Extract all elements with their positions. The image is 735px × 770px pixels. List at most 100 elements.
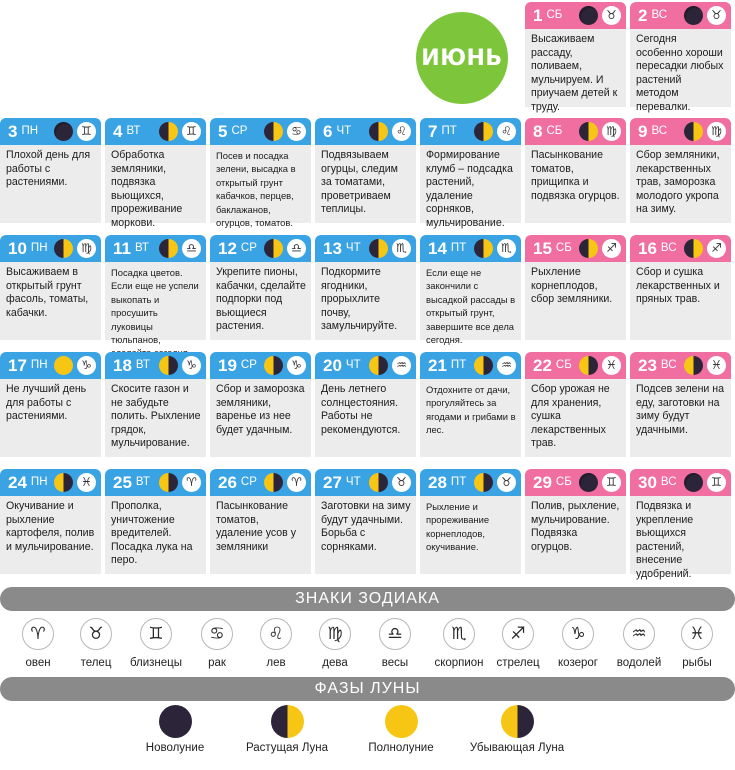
day-card: 20 ЧТ ♒ День летнего солнцестояния. Работы … — [315, 352, 416, 457]
zodiac-legend-item: ♐ стрелец — [483, 618, 553, 669]
zodiac-legend-item: ♏ скорпион — [424, 618, 494, 669]
zodiac-pisces-icon: ♓ — [707, 356, 726, 375]
day-note: Отдохните от дачи, прогуляйтесь за ягода… — [420, 379, 521, 457]
day-number: 7 — [428, 122, 438, 141]
day-number: 2 — [638, 6, 648, 25]
day-header: 20 ЧТ ♒ — [315, 352, 416, 379]
moon-phase-label: Убывающая Луна — [469, 742, 565, 754]
day-note: Плохой день для работы с растениями. — [0, 145, 101, 223]
day-note: Обработка земляники, подвязка вьющихся, … — [105, 145, 206, 229]
day-card: 4 ВТ ♊ Обработка земляники, подвязка вьющих… — [105, 118, 206, 229]
day-header: 18 ВТ ♑ — [105, 352, 206, 379]
day-card: 24 ПН ♓ Окучивание и рыхление картофеля, по… — [0, 469, 101, 574]
moon-phase-new-icon — [684, 473, 703, 492]
zodiac-label: весы — [381, 657, 409, 669]
moon-phase-full-icon — [54, 356, 73, 375]
day-card: 23 ВС ♓ Подсев зелени на еду, заготовки на … — [630, 352, 731, 457]
moon-phase-label: Растущая Луна — [245, 742, 329, 754]
moon-phase-waxing-icon — [684, 122, 703, 141]
day-number: 30 — [638, 473, 657, 492]
day-of-week: ЧТ — [345, 475, 361, 488]
day-note: Сегодня особенно хороши пересадки любых … — [630, 29, 731, 113]
day-of-week: СБ — [555, 358, 572, 371]
zodiac-legend-item: ♑ козерог — [543, 618, 613, 669]
zodiac-label: дева — [322, 657, 348, 669]
day-number: 21 — [428, 356, 447, 375]
day-header: 14 ПТ ♏ — [420, 235, 521, 262]
zodiac-capricorn-icon: ♑ — [287, 356, 306, 375]
day-number: 25 — [113, 473, 132, 492]
zodiac-label: рыбы — [682, 657, 712, 669]
day-card: 18 ВТ ♑ Скосите газон и не забудьте полить.… — [105, 352, 206, 457]
zodiac-leo-icon: ♌ — [497, 122, 516, 141]
zodiac-legend-item: ♌ лев — [241, 618, 311, 669]
day-number: 11 — [113, 239, 131, 258]
day-note: Не лучший день для работы с растениями. — [0, 379, 101, 457]
day-header: 28 ПТ ♉ — [420, 469, 521, 496]
day-number: 13 — [323, 239, 342, 258]
moon-phase-waning-icon — [369, 473, 388, 492]
day-card: 17 ПН ♑ Не лучший день для работы с растени… — [0, 352, 101, 457]
day-header: 3 ПН ♊ — [0, 118, 101, 145]
zodiac-virgo-icon: ♍ — [319, 618, 351, 650]
zodiac-leo-icon: ♌ — [260, 618, 292, 650]
zodiac-libra-icon: ♎ — [379, 618, 411, 650]
day-header: 17 ПН ♑ — [0, 352, 101, 379]
day-header: 25 ВТ ♈ — [105, 469, 206, 496]
zodiac-label: лев — [266, 657, 286, 669]
day-of-week: ВС — [651, 124, 668, 137]
day-header: 6 ЧТ ♌ — [315, 118, 416, 145]
day-card: 5 СР ♋ Посев и посадка зелени, высадка в от… — [210, 118, 311, 228]
day-note: Подвязка и укрепление вьющихся растений,… — [630, 496, 731, 580]
moon-phase-waxing-icon — [159, 122, 178, 141]
zodiac-aries-icon: ♈ — [287, 473, 306, 492]
day-header: 9 ВС ♍ — [630, 118, 731, 145]
day-number: 10 — [8, 239, 27, 258]
moon-phase-new-icon — [579, 6, 598, 25]
zodiac-capricorn-icon: ♑ — [77, 356, 96, 375]
day-of-week: ВТ — [135, 475, 150, 488]
day-note: День летнего солнцестояния. Работы не ре… — [315, 379, 416, 457]
moon-phase-new-icon — [684, 6, 703, 25]
day-of-week: ВС — [651, 8, 668, 21]
moon-phase-waxing-icon — [474, 122, 493, 141]
zodiac-label: близнецы — [129, 657, 183, 669]
day-note: Сбор урожая не для хранения, сушка лекар… — [525, 379, 626, 457]
moon-phase-waning-icon — [264, 356, 283, 375]
day-header: 10 ПН ♍ — [0, 235, 101, 262]
day-number: 1 — [533, 6, 543, 25]
day-header: 19 СР ♑ — [210, 352, 311, 379]
day-card: 12 СР ♎ Укрепите пионы, кабачки, сделайте п… — [210, 235, 311, 340]
day-number: 4 — [113, 122, 123, 141]
zodiac-gemini-icon: ♊ — [707, 473, 726, 492]
day-of-week: ПН — [30, 358, 48, 371]
day-note: Сбор и сушка лекарственных и пряных трав… — [630, 262, 731, 340]
zodiac-legend-item: ♎ весы — [360, 618, 430, 669]
day-of-week: ЧТ — [336, 124, 352, 137]
day-card: 10 ПН ♍ Высаживаем в открытый грунт фасоль,… — [0, 235, 101, 340]
day-number: 6 — [323, 122, 333, 141]
moon-phase-label: Новолуние — [145, 742, 205, 754]
moon-phase-waxing-icon — [684, 239, 703, 258]
day-note: Высаживаем в открытый грунт фасоль, тома… — [0, 262, 101, 340]
zodiac-sagittarius-icon: ♐ — [502, 618, 534, 650]
day-note: Высаживаем рассаду, поливаем, мульчируем… — [525, 29, 626, 113]
day-note: Скосите газон и не забудьте полить. Рыхл… — [105, 379, 206, 457]
day-card: 6 ЧТ ♌ Подвязываем огурцы, следим за томата… — [315, 118, 416, 223]
day-note: Посадка цветов. Если еще не успели выкоп… — [105, 262, 206, 358]
zodiac-aries-icon: ♈ — [22, 618, 54, 650]
day-card: 13 ЧТ ♏ Подкормите ягодники, прорыхлите поч… — [315, 235, 416, 340]
month-title: ИЮНЬ — [421, 45, 503, 71]
moon-phase-legend-item: Убывающая Луна — [462, 705, 572, 754]
day-header: 29 СБ ♊ — [525, 469, 626, 496]
day-header: 15 СБ ♐ — [525, 235, 626, 262]
day-note: Формирование клумб – подсадка растений, … — [420, 145, 521, 229]
day-number: 27 — [323, 473, 342, 492]
day-card: 30 ВС ♊ Подвязка и укрепление вьющихся раст… — [630, 469, 731, 580]
moon-phase-waning-icon — [684, 356, 703, 375]
moon-phase-waxing-icon — [270, 705, 304, 738]
day-note: Рыхление корнеплодов, сбор земляники. — [525, 262, 626, 340]
moon-phase-waxing-icon — [369, 239, 388, 258]
zodiac-scorpio-icon: ♏ — [443, 618, 475, 650]
zodiac-cancer-icon: ♋ — [287, 122, 306, 141]
